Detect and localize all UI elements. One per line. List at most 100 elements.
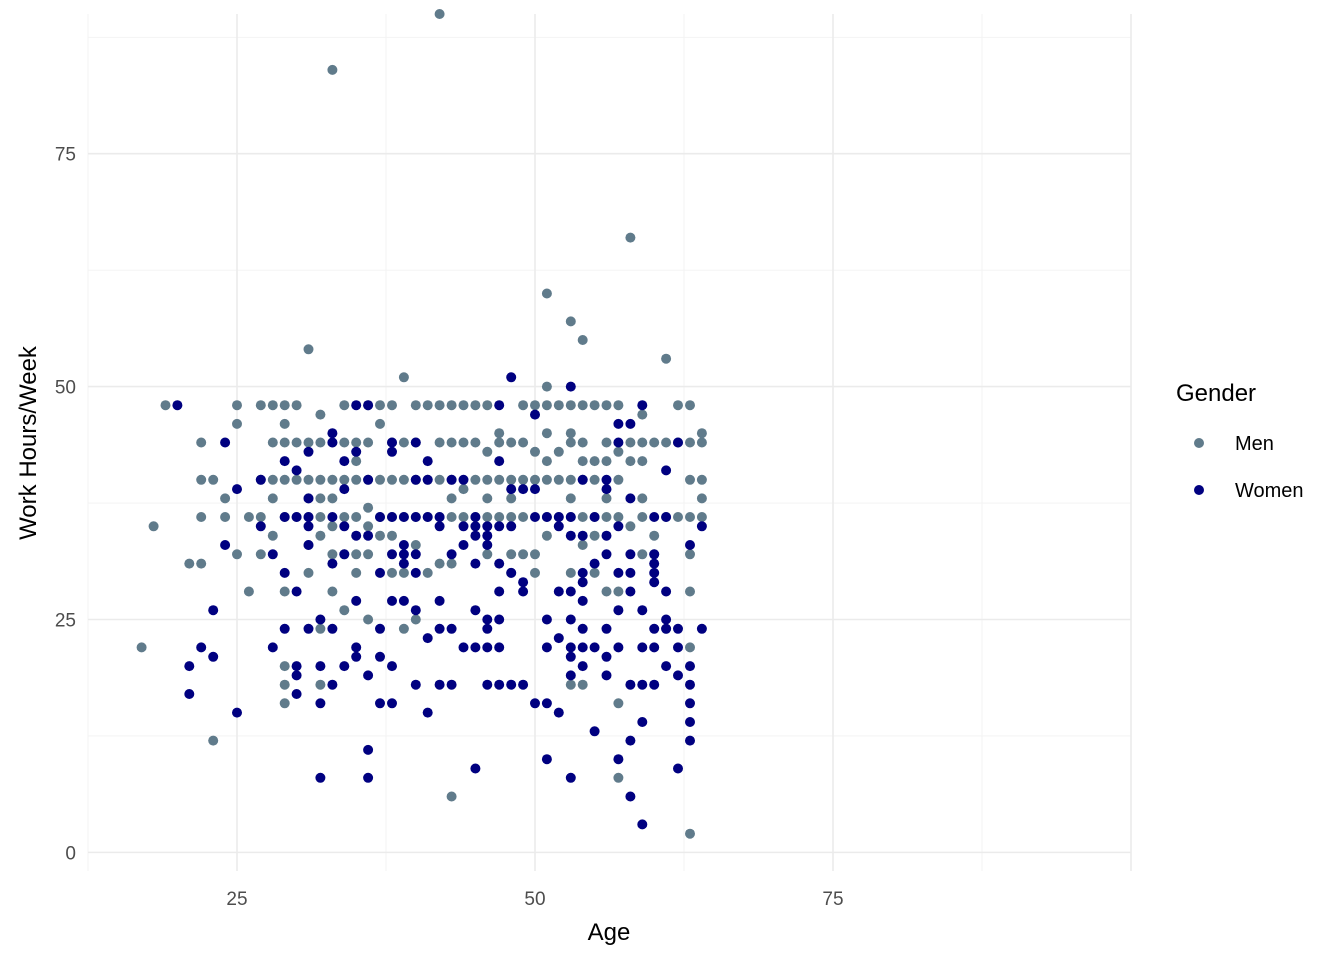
data-point	[410, 437, 421, 448]
data-point	[553, 400, 564, 411]
data-point	[363, 772, 374, 783]
data-point	[327, 549, 338, 560]
data-point	[291, 512, 302, 522]
data-point	[470, 530, 481, 541]
x-tick-label: 75	[822, 889, 843, 910]
data-point	[565, 474, 576, 485]
data-point	[458, 437, 469, 448]
data-point	[398, 372, 409, 383]
data-point	[685, 586, 695, 597]
data-point	[279, 567, 290, 578]
data-point	[279, 623, 290, 634]
data-point	[315, 493, 326, 504]
data-point	[661, 437, 672, 448]
data-point	[482, 512, 493, 522]
data-point	[327, 64, 338, 75]
data-point	[696, 437, 707, 448]
data-point	[434, 437, 445, 448]
data-point	[279, 474, 290, 485]
data-point	[685, 679, 695, 690]
data-point	[434, 679, 445, 690]
data-point	[446, 474, 457, 485]
data-point	[589, 530, 600, 541]
data-point	[601, 651, 612, 662]
x-tick-label: 25	[226, 889, 247, 910]
y-tick-label: 25	[55, 610, 76, 631]
data-point	[208, 735, 219, 746]
data-point	[446, 679, 457, 690]
data-point	[387, 661, 397, 672]
data-point	[434, 521, 445, 532]
data-point	[589, 642, 600, 653]
data-point	[577, 530, 588, 541]
data-point	[565, 381, 576, 392]
data-point	[613, 418, 624, 429]
data-point	[351, 437, 362, 448]
data-point	[577, 400, 588, 411]
data-point	[303, 540, 314, 550]
data-point	[398, 474, 409, 485]
data-point	[494, 614, 505, 625]
data-point	[327, 623, 338, 634]
data-point	[255, 400, 266, 411]
data-point	[339, 661, 350, 672]
data-point	[232, 484, 242, 495]
data-point	[303, 623, 314, 634]
data-point	[470, 763, 481, 774]
data-point	[673, 670, 683, 681]
data-point	[387, 400, 397, 411]
series-women	[172, 372, 707, 830]
data-point	[494, 512, 505, 522]
data-point	[613, 772, 624, 783]
data-point	[375, 400, 385, 411]
data-point	[470, 512, 481, 522]
data-point	[482, 493, 493, 504]
data-point	[649, 437, 660, 448]
data-point	[565, 670, 576, 681]
data-point	[530, 549, 540, 560]
data-point	[541, 288, 552, 299]
data-point	[458, 512, 469, 522]
gridlines	[87, 14, 1132, 871]
data-point	[565, 679, 576, 690]
data-point	[315, 679, 326, 690]
data-point	[363, 521, 374, 532]
data-point	[589, 726, 600, 737]
data-point	[553, 633, 564, 644]
data-point	[613, 698, 624, 709]
data-point	[315, 772, 326, 783]
data-point	[577, 512, 588, 522]
data-point	[172, 400, 183, 411]
data-point	[506, 437, 517, 448]
data-point	[625, 232, 636, 243]
data-point	[494, 679, 505, 690]
data-point	[601, 586, 612, 597]
data-point	[553, 446, 564, 457]
data-point	[494, 400, 505, 411]
legend: Gender Men Women	[1176, 380, 1304, 502]
data-point	[458, 400, 469, 411]
data-point	[339, 474, 350, 485]
data-point	[518, 400, 529, 411]
data-point	[434, 474, 445, 485]
data-point	[637, 512, 648, 522]
data-point	[446, 512, 457, 522]
data-point	[589, 558, 600, 569]
data-point	[291, 661, 302, 672]
data-point	[267, 549, 278, 560]
data-point	[208, 474, 219, 485]
data-point	[315, 409, 326, 420]
data-point	[446, 558, 457, 569]
data-point	[518, 577, 529, 588]
data-point	[208, 651, 219, 662]
data-point	[685, 661, 695, 672]
legend-label-men: Men	[1235, 433, 1274, 455]
data-point	[351, 512, 362, 522]
data-point	[696, 428, 707, 439]
data-point	[506, 484, 517, 495]
data-point	[398, 512, 409, 522]
data-point	[243, 512, 254, 522]
data-point	[136, 642, 147, 653]
data-point	[613, 521, 624, 532]
